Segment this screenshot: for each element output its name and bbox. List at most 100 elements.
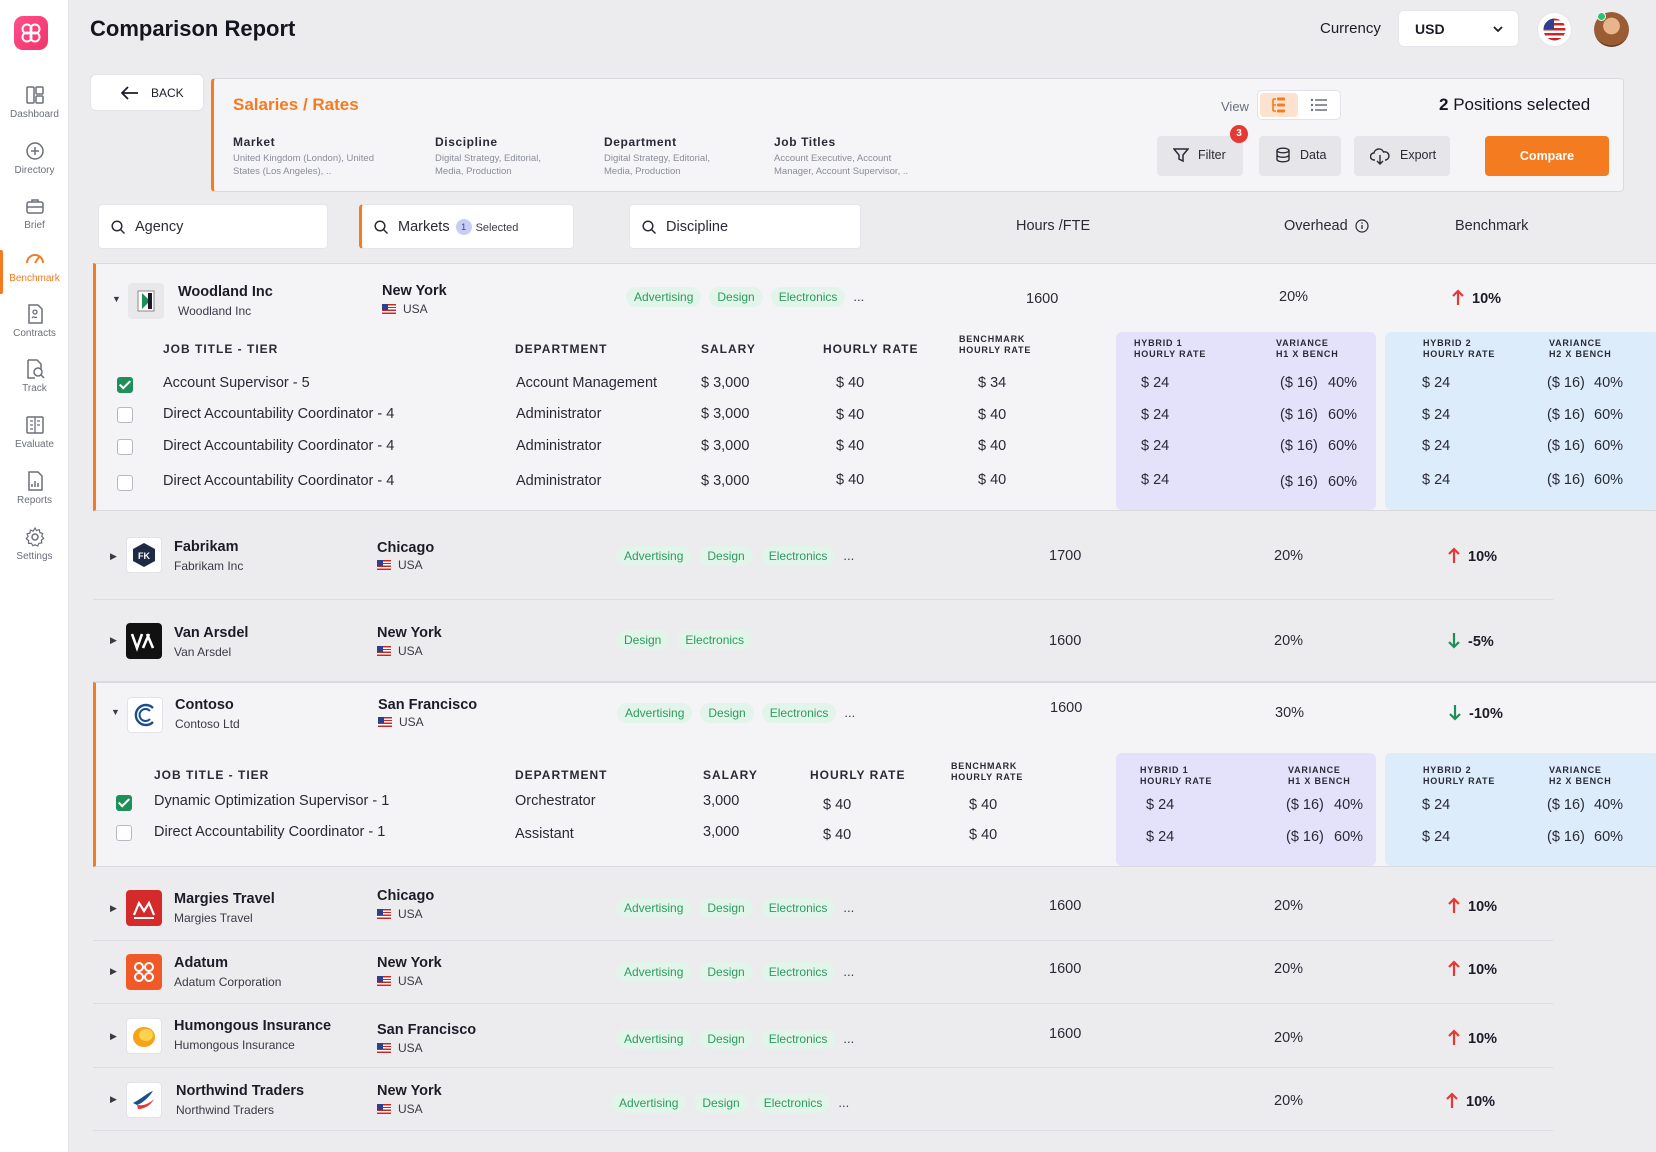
hours-value: 1600: [1026, 291, 1059, 307]
position-department: Administrator: [516, 438, 602, 454]
caret-right-icon[interactable]: ▶: [110, 635, 117, 645]
compare-button[interactable]: Compare: [1485, 136, 1609, 176]
more-tags[interactable]: ...: [853, 289, 865, 304]
position-v1-percent: 40%: [1334, 797, 1364, 813]
tag: Design: [694, 1093, 748, 1113]
overhead-value: 30%: [1275, 705, 1305, 721]
agency-row-van-arsdel[interactable]: ▶ Van Arsdel Van Arsdel New York USA Des…: [93, 600, 1656, 682]
sidebar-item-benchmark[interactable]: Benchmark: [0, 248, 69, 302]
position-checkbox[interactable]: [117, 377, 133, 393]
position-v2: ($ 16): [1547, 797, 1585, 813]
arrow-left-icon: [121, 86, 138, 100]
tag: Electronics: [770, 287, 846, 307]
agency-name: Adatum: [174, 955, 228, 971]
variance2-header: VARIANCE H2 X BENCH: [1549, 765, 1612, 786]
caret-right-icon[interactable]: ▶: [110, 903, 117, 913]
agency-name: Humongous Insurance: [174, 1018, 332, 1034]
info-icon[interactable]: [1355, 219, 1369, 233]
position-title: Direct Accountability Coordinator - 1: [154, 824, 386, 840]
data-label: Data: [1300, 148, 1327, 162]
arrow-up-icon: [1446, 1092, 1458, 1108]
position-checkbox[interactable]: [117, 439, 133, 455]
agency-row-contoso[interactable]: ▼ Contoso Contoso Ltd San Francisco USA …: [93, 682, 1656, 867]
agency-search-input[interactable]: Agency: [98, 204, 328, 249]
benchmark-percent: 10%: [1468, 549, 1498, 565]
position-salary: $ 3,000: [701, 406, 750, 422]
search-icon: [374, 220, 389, 235]
markets-select[interactable]: Markets 1 Selected: [359, 204, 574, 249]
track-icon: [26, 359, 45, 379]
caret-right-icon[interactable]: ▶: [110, 966, 117, 976]
agency-city: Chicago: [377, 888, 435, 904]
position-v1: ($ 16): [1280, 438, 1318, 454]
salary-header: SALARY: [701, 342, 756, 356]
more-tags[interactable]: ...: [843, 1031, 855, 1046]
position-v1-percent: 40%: [1328, 375, 1358, 391]
list-view-button[interactable]: [1300, 93, 1338, 117]
agency-row-adatum[interactable]: ▶ Adatum Adatum Corporation New York USA…: [93, 941, 1553, 1004]
benchmark-value: -5%: [1448, 632, 1494, 650]
briefcase-icon: [25, 199, 44, 214]
sidebar-item-track[interactable]: Track: [0, 358, 69, 412]
tag: Electronics: [760, 898, 836, 918]
tag: Design: [699, 1029, 753, 1049]
back-button[interactable]: BACK: [90, 74, 204, 111]
position-v1: ($ 16): [1286, 797, 1324, 813]
discipline-tags: Advertising Design Electronics...: [616, 546, 854, 566]
data-button[interactable]: Data: [1259, 136, 1341, 176]
overhead-column-header: Overhead: [1284, 218, 1348, 234]
agency-row-margies-travel[interactable]: ▶ Margies Travel Margies Travel Chicago …: [93, 874, 1553, 941]
position-v1: ($ 16): [1280, 407, 1318, 423]
caret-right-icon[interactable]: ▶: [110, 1031, 117, 1041]
position-checkbox[interactable]: [117, 407, 133, 423]
hours-value: 1600: [1049, 898, 1082, 914]
department-summary: Department Digital Strategy, Editorial, …: [604, 135, 724, 178]
agency-row-fabrikam[interactable]: ▶ FK Fabrikam Fabrikam Inc Chicago USA A…: [93, 511, 1553, 600]
tree-view-button[interactable]: [1260, 93, 1298, 117]
more-tags[interactable]: ...: [843, 964, 855, 979]
agency-row-humongous-insurance[interactable]: ▶ Humongous Insurance Humongous Insuranc…: [93, 1004, 1553, 1068]
caret-down-icon[interactable]: ▼: [112, 294, 121, 304]
language-flag-button[interactable]: [1537, 12, 1572, 47]
export-button[interactable]: Export: [1354, 136, 1450, 176]
arrow-up-icon: [1448, 897, 1460, 913]
sidebar-item-directory[interactable]: Directory: [0, 140, 69, 194]
discipline-search-input[interactable]: Discipline: [629, 204, 861, 249]
position-checkbox[interactable]: [117, 475, 133, 491]
directory-icon: [25, 142, 44, 160]
position-title: Dynamic Optimization Supervisor - 1: [154, 793, 390, 809]
sidebar-item-brief[interactable]: Brief: [0, 195, 69, 249]
sidebar-item-reports[interactable]: Reports: [0, 470, 69, 524]
variance1-header: VARIANCE H1 X BENCH: [1276, 338, 1339, 359]
hybrid2-panel: [1385, 753, 1656, 866]
sidebar-item-evaluate[interactable]: Evaluate: [0, 414, 69, 468]
tag: Advertising: [617, 703, 693, 723]
benchmark-value: 10%: [1448, 1029, 1497, 1047]
more-tags[interactable]: ...: [838, 1095, 850, 1110]
caret-right-icon[interactable]: ▶: [110, 1094, 117, 1104]
caret-right-icon[interactable]: ▶: [110, 551, 117, 561]
sidebar-item-settings[interactable]: Settings: [0, 526, 69, 580]
country-label: USA: [398, 907, 423, 921]
more-tags[interactable]: ...: [843, 900, 855, 915]
country-label: USA: [399, 715, 424, 729]
arrow-down-icon: [1448, 633, 1460, 649]
online-status-dot: [1597, 12, 1606, 21]
position-v1-percent: 60%: [1328, 407, 1358, 423]
caret-down-icon[interactable]: ▼: [111, 707, 120, 717]
more-tags[interactable]: ...: [843, 548, 855, 563]
sidebar-item-dashboard[interactable]: Dashboard: [0, 84, 69, 138]
more-tags[interactable]: ...: [844, 705, 856, 720]
agency-subname: Van Arsdel: [174, 645, 232, 659]
app-logo[interactable]: [14, 16, 48, 50]
agency-row-northwind-traders[interactable]: ▶ Northwind Traders Northwind Traders Ne…: [93, 1068, 1553, 1131]
position-salary: $ 3,000: [701, 473, 750, 489]
filter-button[interactable]: Filter: [1157, 136, 1243, 176]
arrow-down-icon: [1449, 705, 1461, 721]
currency-select[interactable]: USD: [1398, 10, 1519, 47]
position-checkbox[interactable]: [116, 825, 132, 841]
agency-row-woodland[interactable]: ▼ Woodland Inc Woodland Inc New York USA…: [93, 263, 1656, 511]
agency-name: Fabrikam: [174, 539, 239, 555]
position-checkbox[interactable]: [116, 795, 132, 811]
sidebar-item-contracts[interactable]: Contracts: [0, 303, 69, 357]
